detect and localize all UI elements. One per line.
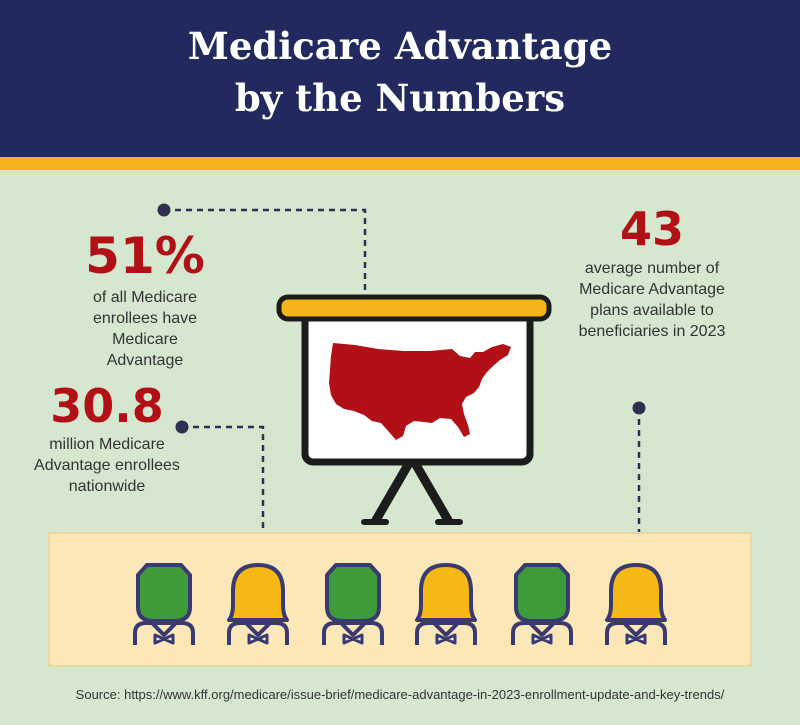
stat-43-text-line: plans available to <box>590 302 714 319</box>
header-stripe <box>0 157 800 170</box>
title-line-1: Medicare Advantage <box>187 24 613 68</box>
connector-51 <box>164 208 367 295</box>
source-citation: Source: https://www.kff.org/medicare/iss… <box>75 687 725 702</box>
stat-30-text-line: million Medicare <box>49 436 165 453</box>
stat-51-text-line: Medicare <box>112 331 178 348</box>
stat-43-text-line: Medicare Advantage <box>579 281 725 298</box>
connector-dot-43 <box>632 401 646 415</box>
stat-43-text-line: average number of <box>584 260 720 277</box>
stat-43-plans: 43 average number of Medicare Advantage … <box>552 200 752 342</box>
stat-30-text-line: nationwide <box>68 478 146 495</box>
stat-51-text-line: of all Medicare <box>92 289 198 306</box>
page-title: Medicare Advantage by the Numbers <box>0 20 800 124</box>
stat-30-text-line: Advantage enrollees <box>34 457 180 474</box>
stat-51-text-line: Advantage <box>106 352 184 369</box>
stat-51-text-line: enrollees have <box>92 310 198 327</box>
stat-51-percent: 51% of all Medicare enrollees have Medic… <box>60 225 230 371</box>
stat-43-number: 43 <box>619 202 684 256</box>
stat-51-number: 51% <box>85 227 205 285</box>
connector-dot-51 <box>157 203 171 217</box>
stat-30-8-million: 30.8 million Medicare Advantage enrollee… <box>22 378 192 497</box>
stat-43-text-line: beneficiaries in 2023 <box>578 323 726 340</box>
connector-30 <box>182 425 265 542</box>
stat-30-number: 30.8 <box>50 379 164 433</box>
usa-map-icon <box>329 343 511 440</box>
title-line-2: by the Numbers <box>234 76 566 120</box>
header-banner: Medicare Advantage by the Numbers <box>0 0 800 157</box>
connector-dot-30 <box>175 420 189 434</box>
